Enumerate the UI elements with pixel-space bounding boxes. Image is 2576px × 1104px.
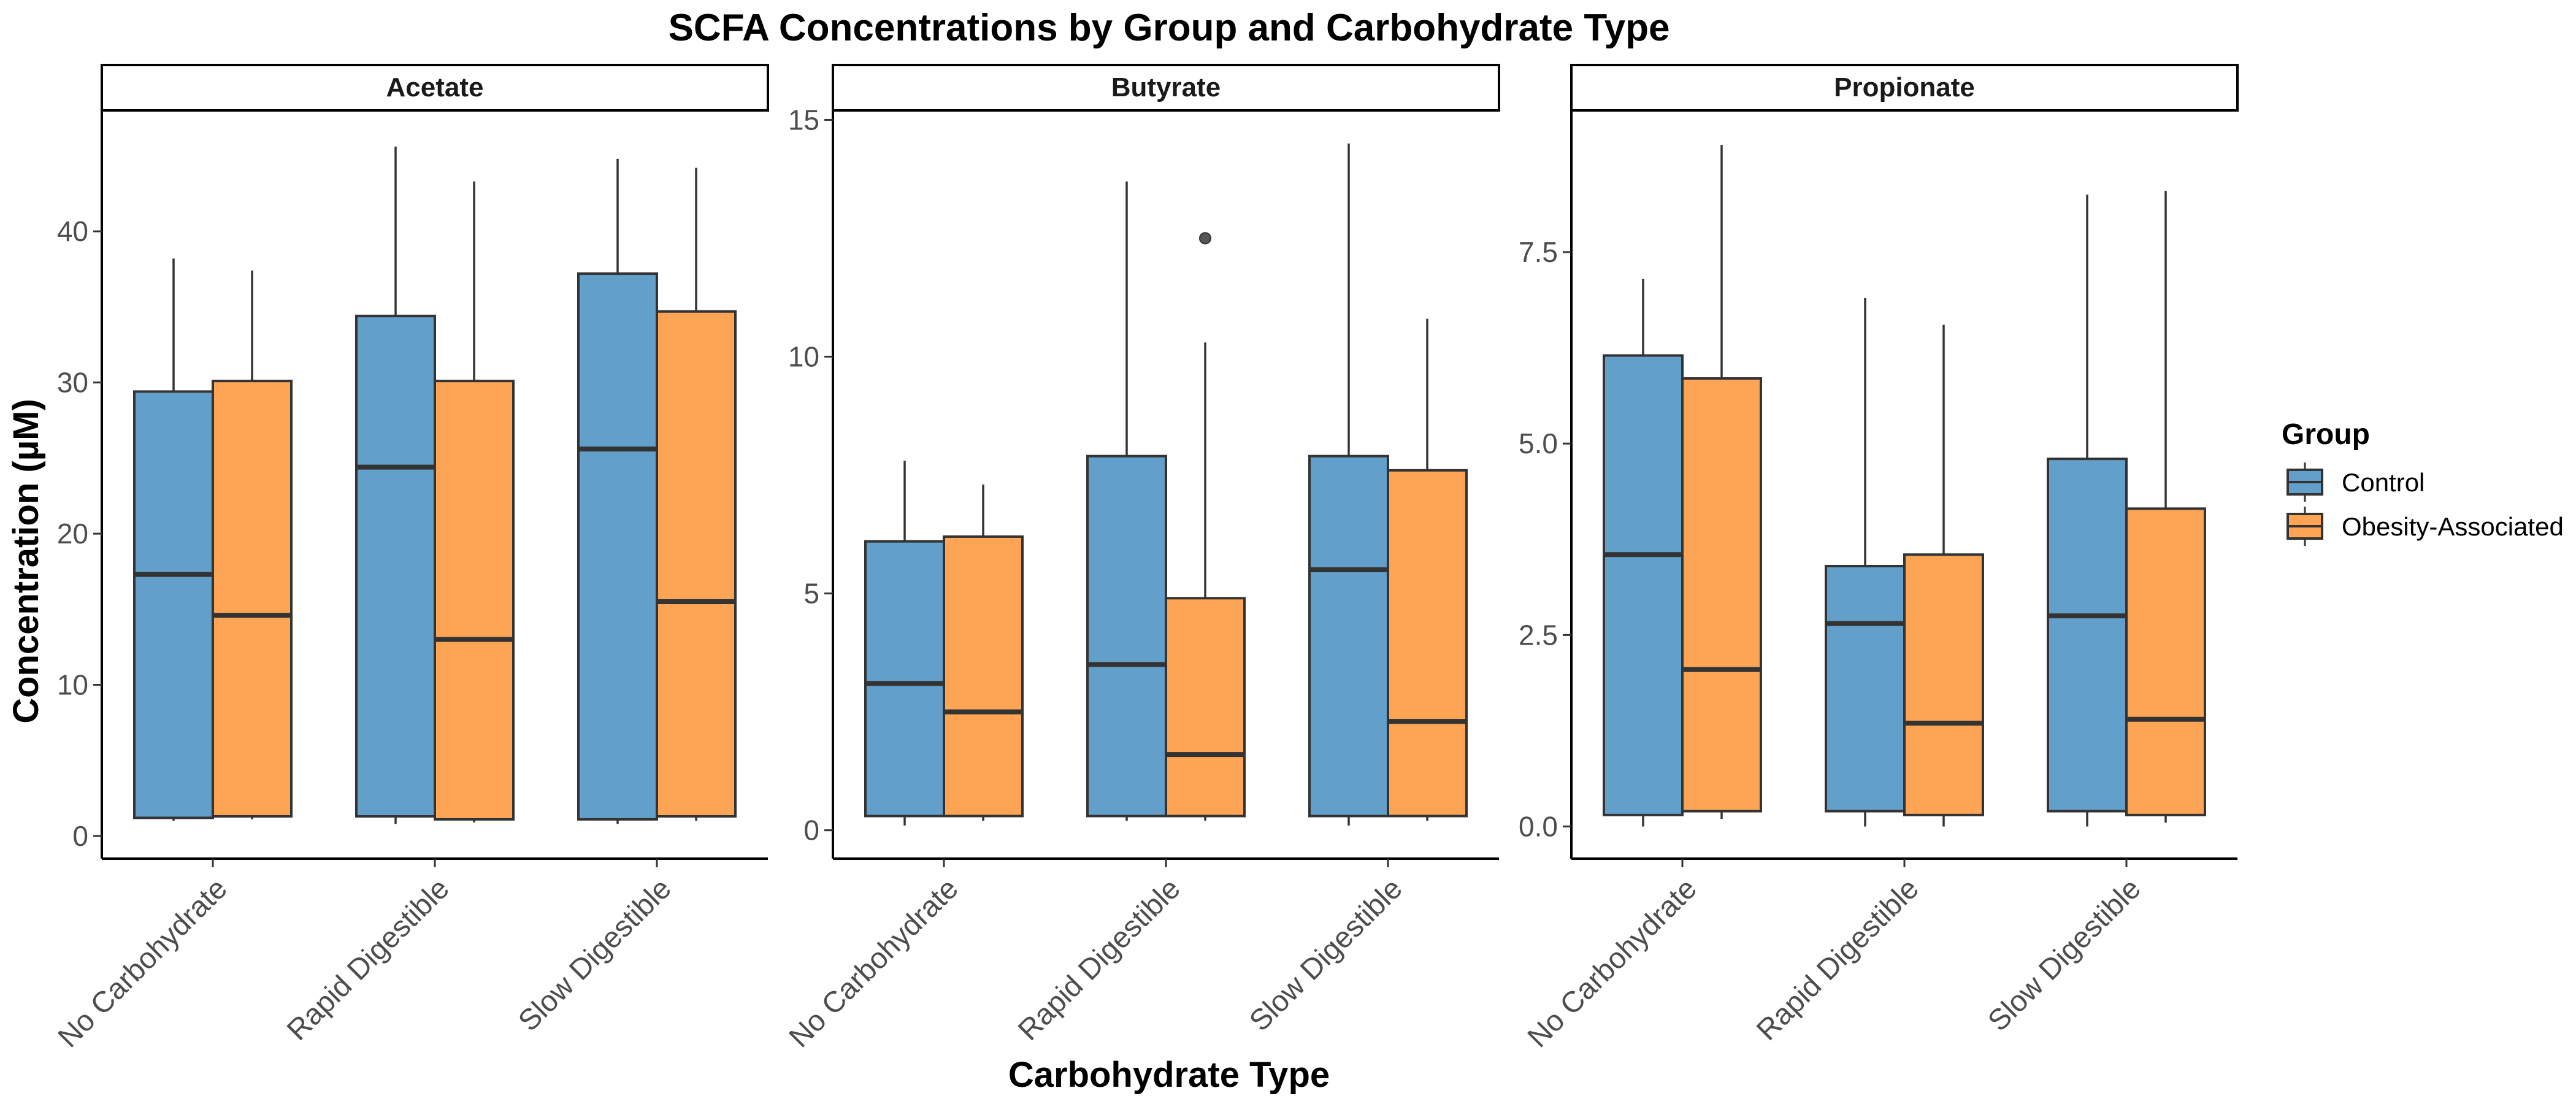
- box-iqr: [355, 315, 436, 818]
- chart-title: SCFA Concentrations by Group and Carbohy…: [669, 7, 1670, 49]
- box-iqr: [2047, 458, 2128, 813]
- box-propionate-control-rapid-digestible: [1825, 297, 1906, 827]
- facet-acetate: Acetate 0 10 20 30 40 No Carbohydrate Rapid Dig…: [52, 64, 769, 1054]
- box-acetate-control-slow-digestible: [577, 158, 658, 824]
- box-iqr: [1086, 454, 1167, 818]
- x-tick-label: Rapid Digestible: [1750, 872, 1925, 1047]
- legend: Group Control Obesity-Associated: [2282, 418, 2564, 546]
- facet-label-acetate: Acetate: [386, 72, 484, 102]
- legend-item-obesity-associated: Obesity-Associated: [2287, 507, 2564, 546]
- y-tick-label: 40: [57, 215, 88, 247]
- y-tick-label: 0: [803, 815, 819, 846]
- box-iqr: [656, 310, 737, 818]
- y-tick-label: 10: [57, 669, 88, 701]
- x-axis-title: Carbohydrate Type: [1008, 1055, 1330, 1095]
- x-tick-label: Slow Digestible: [1243, 872, 1409, 1038]
- x-tick-label: Slow Digestible: [512, 872, 678, 1038]
- legend-item-control: Control: [2287, 462, 2425, 502]
- facet-label-butyrate: Butyrate: [1111, 72, 1221, 102]
- box-acetate-obesity-associated-rapid-digestible: [434, 181, 515, 822]
- outlier-point: [1199, 232, 1211, 245]
- box-iqr: [212, 380, 293, 818]
- facet-butyrate: Butyrate 0 5 10 15 No Carbohydrate Rapid Diges…: [783, 64, 1500, 1054]
- box-iqr: [577, 272, 658, 821]
- facet-strip-propionate: [1570, 64, 2239, 112]
- box-propionate-obesity-associated-no-carbohydrate: [1681, 145, 1762, 819]
- y-tick-label: 7.5: [1519, 236, 1558, 268]
- facet-panels: Acetate 0 10 20 30 40 No Carbohydrate Rapid Dig…: [52, 64, 2239, 1054]
- box-butyrate-control-no-carbohydrate: [864, 461, 945, 826]
- box-butyrate-obesity-associated-no-carbohydrate: [943, 485, 1024, 821]
- y-tick-label: 0.0: [1519, 811, 1558, 843]
- box-propionate-obesity-associated-rapid-digestible: [1903, 324, 1984, 827]
- y-tick-label: 0: [72, 820, 88, 852]
- x-tick-label: No Carbohydrate: [1522, 872, 1703, 1054]
- box-acetate-obesity-associated-no-carbohydrate: [212, 270, 293, 819]
- box-iqr: [2125, 507, 2206, 816]
- y-tick-label: 20: [57, 518, 88, 550]
- legend-label: Control: [2342, 468, 2425, 497]
- facet-label-propionate: Propionate: [1834, 72, 1975, 102]
- box-butyrate-control-slow-digestible: [1308, 144, 1389, 826]
- facet-strip-butyrate: [832, 64, 1500, 112]
- box-iqr: [133, 390, 214, 819]
- legend-label: Obesity-Associated: [2342, 512, 2564, 541]
- facet-strip-acetate: [101, 64, 769, 112]
- box-iqr: [1825, 564, 1906, 813]
- box-acetate-obesity-associated-slow-digestible: [656, 167, 737, 821]
- y-axis-title: Concentration (µM): [6, 399, 46, 724]
- x-tick-label: Slow Digestible: [1982, 872, 2147, 1038]
- x-tick-label: No Carbohydrate: [783, 872, 965, 1054]
- box-iqr: [943, 535, 1024, 818]
- y-tick-label: 10: [788, 341, 819, 373]
- box-acetate-control-no-carbohydrate: [133, 258, 214, 821]
- box-iqr: [864, 540, 945, 818]
- box-iqr: [1387, 469, 1468, 818]
- box-propionate-obesity-associated-slow-digestible: [2125, 191, 2206, 823]
- x-tick-label: Rapid Digestible: [281, 872, 456, 1047]
- box-iqr: [1681, 377, 1762, 813]
- box-butyrate-obesity-associated-rapid-digestible: [1165, 232, 1246, 821]
- box-propionate-control-slow-digestible: [2047, 194, 2128, 827]
- y-tick-label: 30: [57, 367, 88, 399]
- box-iqr: [434, 380, 515, 821]
- box-acetate-control-rapid-digestible: [355, 147, 436, 824]
- box-butyrate-obesity-associated-slow-digestible: [1387, 318, 1468, 821]
- y-tick-label: 5.0: [1519, 427, 1558, 459]
- facet-propionate: Propionate 0.0 2.5 5.0 7.5 No Carbohydrate Rap…: [1519, 64, 2239, 1054]
- box-iqr: [1308, 454, 1389, 818]
- box-butyrate-control-rapid-digestible: [1086, 181, 1167, 821]
- box-iqr: [1165, 597, 1246, 818]
- y-tick-label: 5: [803, 578, 819, 610]
- y-tick-label: 2.5: [1519, 619, 1558, 651]
- x-tick-label: Rapid Digestible: [1012, 872, 1187, 1047]
- y-tick-label: 15: [788, 104, 819, 136]
- box-iqr: [1603, 354, 1684, 816]
- box-iqr: [1903, 553, 1984, 816]
- x-tick-label: No Carbohydrate: [52, 872, 234, 1054]
- box-propionate-control-no-carbohydrate: [1603, 278, 1684, 827]
- legend-title: Group: [2282, 418, 2370, 451]
